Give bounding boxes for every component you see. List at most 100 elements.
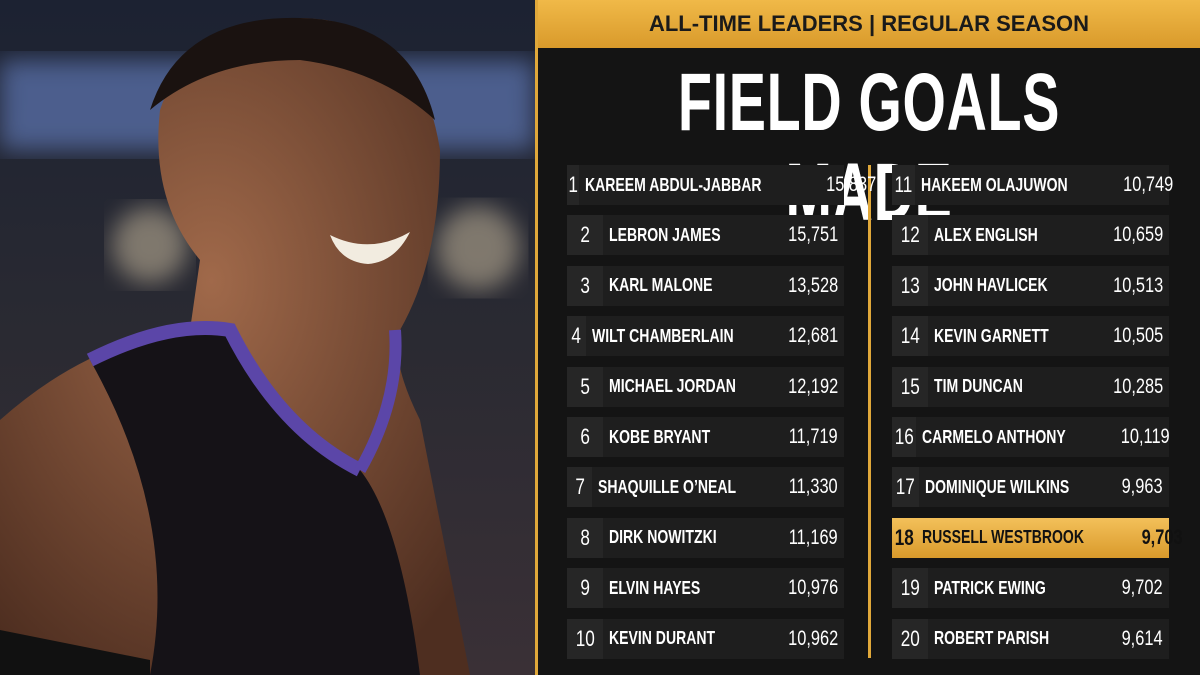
leader-row: 3 KARL MALONE 13,528: [567, 265, 844, 306]
field-goals: 10,285: [1112, 374, 1163, 398]
rank-cell: 20: [892, 618, 928, 659]
player-photo: [0, 0, 535, 675]
rank-cell: 9: [567, 568, 603, 609]
rank: 20: [900, 625, 920, 651]
rank-cell: 16: [892, 417, 917, 457]
leader-row: 18 RUSSELL WESTBROOK 9,703: [892, 517, 1183, 558]
rank-cell: 3: [567, 265, 603, 306]
value-cell: 10,285: [1099, 375, 1169, 399]
name-cell: KEVIN DURANT: [603, 628, 774, 649]
rank: 14: [900, 323, 920, 349]
name-cell: KEVIN GARNETT: [928, 326, 1099, 347]
leader-row: 1 KAREEM ABDUL-JABBAR 15,837: [567, 165, 876, 205]
player-name: LEBRON JAMES: [609, 224, 721, 245]
value-cell: 9,614: [1110, 627, 1169, 651]
name-cell: ELVIN HAYES: [603, 578, 774, 599]
header-label: ALL-TIME LEADERS | REGULAR SEASON: [648, 11, 1090, 36]
name-cell: KAREEM ABDUL-JABBAR: [579, 175, 811, 196]
rank-cell: 8: [567, 517, 603, 558]
rank: 3: [580, 272, 590, 298]
value-cell: 9,963: [1110, 475, 1169, 499]
field-goals: 15,837: [825, 173, 876, 196]
name-cell: CARMELO ANTHONY: [916, 427, 1106, 448]
name-cell: ALEX ENGLISH: [928, 225, 1099, 246]
player-name: HAKEEM OLAJUWON: [920, 174, 1068, 195]
leader-row: 7 SHAQUILLE O’NEAL 11,330: [567, 467, 844, 508]
name-cell: SHAQUILLE O’NEAL: [592, 477, 775, 498]
rank: 8: [580, 524, 590, 550]
player-name: DOMINIQUE WILKINS: [925, 476, 1070, 497]
field-goals: 9,963: [1122, 475, 1163, 499]
leader-row: 19 PATRICK EWING 9,702: [892, 568, 1169, 609]
value-cell: 12,192: [774, 375, 844, 399]
value-cell: 10,976: [774, 576, 844, 600]
rank: 13: [900, 272, 920, 298]
rank-cell: 1: [567, 165, 580, 205]
value-cell: 10,749: [1109, 173, 1179, 197]
rank: 19: [900, 575, 920, 601]
player-name: WILT CHAMBERLAIN: [592, 325, 734, 346]
leader-row: 5 MICHAEL JORDAN 12,192: [567, 366, 844, 407]
field-goals: 9,702: [1122, 576, 1163, 600]
field-goals: 13,528: [787, 273, 838, 297]
value-cell: 11,719: [775, 425, 844, 449]
rank-cell: 6: [567, 417, 603, 457]
value-cell: 9,703: [1130, 526, 1189, 550]
name-cell: MICHAEL JORDAN: [603, 376, 774, 397]
field-goals: 12,192: [787, 374, 838, 398]
player-name: KEVIN DURANT: [609, 628, 716, 649]
name-cell: DIRK NOWITZKI: [603, 527, 775, 548]
player-name: CARMELO ANTHONY: [922, 426, 1067, 447]
field-goals: 10,513: [1112, 273, 1163, 297]
rank: 1: [568, 172, 578, 197]
rank: 10: [575, 625, 595, 651]
player-name: DIRK NOWITZKI: [609, 527, 717, 548]
value-cell: 10,962: [774, 627, 844, 651]
header-bar: ALL-TIME LEADERS | REGULAR SEASON: [538, 0, 1200, 48]
rank-cell: 19: [892, 568, 928, 609]
name-cell: KOBE BRYANT: [603, 427, 775, 448]
player-name: KARL MALONE: [609, 275, 713, 296]
rank: 17: [896, 474, 916, 500]
name-cell: JOHN HAVLICEK: [928, 275, 1099, 296]
leaders-panel: ALL-TIME LEADERS | REGULAR SEASON FIELD …: [535, 0, 1200, 675]
name-cell: ROBERT PARISH: [928, 628, 1110, 649]
player-name: JOHN HAVLICEK: [934, 275, 1048, 296]
value-cell: 11,169: [775, 526, 844, 550]
field-goals: 9,614: [1122, 626, 1163, 650]
rank-cell: 4: [567, 316, 587, 357]
leader-row: 10 KEVIN DURANT 10,962: [567, 618, 844, 659]
rank-cell: 18: [892, 518, 916, 558]
field-goals: 9,703: [1141, 525, 1183, 549]
rank-cell: 12: [892, 215, 928, 256]
field-goals: 10,962: [787, 626, 838, 650]
field-goals: 15,751: [787, 223, 838, 247]
rank-cell: 5: [567, 366, 603, 407]
player-name: ALEX ENGLISH: [934, 224, 1038, 245]
leader-row: 9 ELVIN HAYES 10,976: [567, 568, 844, 609]
player-name: TIM DUNCAN: [934, 376, 1023, 397]
leader-row: 14 KEVIN GARNETT 10,505: [892, 316, 1169, 357]
rank: 15: [900, 373, 920, 399]
player-name: KAREEM ABDUL-JABBAR: [585, 174, 762, 195]
field-goals: 10,976: [787, 576, 838, 600]
field-goals: 10,749: [1122, 173, 1174, 196]
leader-row: 13 JOHN HAVLICEK 10,513: [892, 265, 1169, 306]
value-cell: 10,505: [1099, 324, 1169, 348]
column-divider: [868, 165, 871, 658]
value-cell: 11,330: [775, 475, 844, 499]
rank: 5: [580, 373, 590, 399]
player-name: RUSSELL WESTBROOK: [922, 527, 1085, 548]
value-cell: 15,837: [812, 173, 882, 197]
value-cell: 15,751: [774, 223, 844, 247]
name-cell: KARL MALONE: [603, 275, 774, 296]
rank: 9: [580, 575, 590, 601]
field-goals: 10,659: [1112, 223, 1163, 247]
player-name: MICHAEL JORDAN: [609, 376, 736, 397]
field-goals: 11,719: [789, 425, 838, 448]
name-cell: TIM DUNCAN: [928, 376, 1099, 397]
player-name: KEVIN GARNETT: [934, 325, 1049, 346]
name-cell: HAKEEM OLAJUWON: [915, 175, 1109, 196]
player-name: SHAQUILLE O’NEAL: [598, 476, 737, 497]
field-goals: 10,119: [1120, 425, 1170, 448]
